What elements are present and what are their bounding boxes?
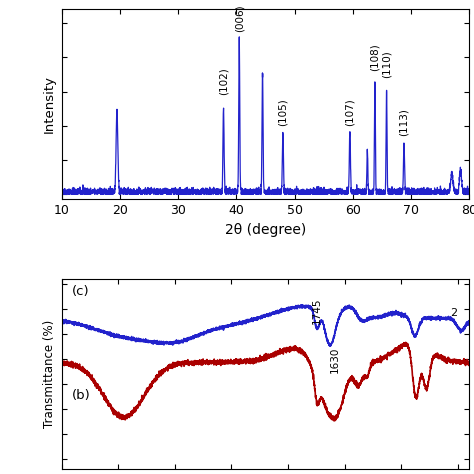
Y-axis label: Intensity: Intensity	[43, 75, 56, 134]
Text: (108): (108)	[370, 43, 380, 71]
Text: (006): (006)	[234, 4, 244, 32]
Text: 2: 2	[450, 308, 457, 318]
Text: 1630: 1630	[330, 346, 340, 373]
Text: (c): (c)	[72, 285, 90, 298]
Text: (113): (113)	[399, 108, 409, 136]
Text: (b): (b)	[72, 390, 91, 402]
Text: (102): (102)	[219, 67, 228, 95]
Text: (107): (107)	[345, 98, 355, 126]
Text: 1745: 1745	[312, 297, 322, 324]
Text: (105): (105)	[278, 98, 288, 126]
X-axis label: 2θ (degree): 2θ (degree)	[225, 223, 306, 237]
Y-axis label: Transmittance (%): Transmittance (%)	[43, 320, 56, 428]
Text: (110): (110)	[382, 50, 392, 78]
